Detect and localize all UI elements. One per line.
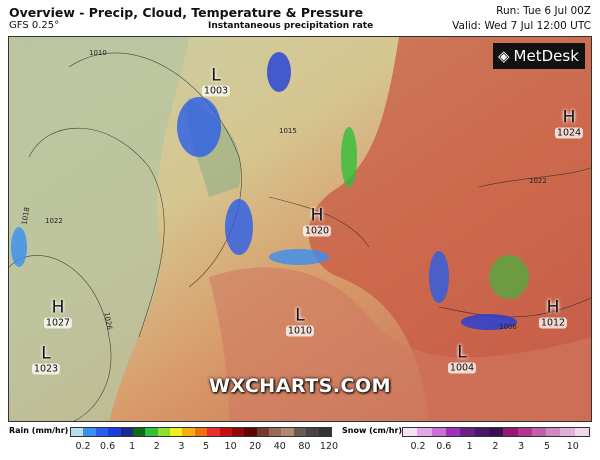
pressure-value: 1023 [31, 363, 61, 375]
logo-mark-icon: ◈ [498, 47, 510, 65]
metdesk-logo: ◈ MetDesk [493, 43, 585, 69]
colorbar-swatch [503, 428, 518, 436]
pressure-symbol: L [295, 305, 305, 326]
colorbar-swatch [517, 428, 532, 436]
high-pressure-center: H 1024 [554, 107, 584, 139]
colorbar-swatch [574, 428, 590, 436]
colorbar-swatch [71, 428, 84, 436]
pressure-symbol: H [562, 107, 576, 128]
legend-tick: 0.2 [410, 441, 426, 452]
colorbar-swatch [269, 428, 282, 436]
colorbar-swatch [108, 428, 121, 436]
chart-title: Overview - Precip, Cloud, Temperature & … [9, 5, 364, 20]
low-pressure-center: L 1004 [447, 342, 477, 374]
valid-time: Valid: Wed 7 Jul 12:00 UTC [452, 20, 591, 32]
pressure-value: 1010 [285, 325, 315, 337]
colorbar-swatch [170, 428, 183, 436]
colorbar-swatch [132, 428, 146, 436]
legend-tick: 2 [492, 441, 499, 452]
pressure-symbol: L [211, 65, 221, 86]
pressure-symbol: H [546, 297, 560, 318]
legend-tick: 10 [566, 441, 579, 452]
pressure-symbol: L [41, 343, 51, 364]
pressure-value: 1020 [302, 225, 332, 237]
colorbar-swatch [531, 428, 547, 436]
colorbar-swatch [219, 428, 232, 436]
colorbar-swatch [95, 428, 109, 436]
rain-colorbar [70, 427, 332, 437]
precip-areas [11, 52, 529, 330]
pressure-value: 1012 [538, 317, 568, 329]
legend-tick: 0.2 [75, 441, 91, 452]
high-pressure-center: H 1020 [302, 205, 332, 237]
pressure-value: 1024 [554, 127, 584, 139]
pressure-value: 1003 [201, 85, 231, 97]
colorbar-swatch [488, 428, 504, 436]
isobar-label: 1010 [89, 49, 107, 57]
high-pressure-center: H 1012 [538, 297, 568, 329]
isobar-label: 1022 [45, 217, 63, 225]
colorbar-swatch [157, 428, 170, 436]
high-pressure-center: H 1027 [43, 297, 73, 329]
colorbar-swatch [182, 428, 195, 436]
pressure-value: 1027 [43, 317, 73, 329]
colorbar-swatch [431, 428, 446, 436]
colorbar-swatch [318, 428, 331, 436]
colorbar-swatch [460, 428, 475, 436]
legend-tick: 3 [518, 441, 525, 452]
colorbar-swatch [83, 428, 96, 436]
legend-tick: 10 [224, 441, 237, 452]
colorbar-swatch [120, 428, 133, 436]
low-pressure-center: L 1010 [285, 305, 315, 337]
legend-tick: 1 [129, 441, 136, 452]
colorbar-swatch [281, 428, 294, 436]
colorbar-swatch [445, 428, 461, 436]
legend-tick: 5 [543, 441, 551, 452]
pressure-value: 1004 [447, 362, 477, 374]
colorbar-swatch [293, 428, 307, 436]
colorbar-swatch [546, 428, 561, 436]
legend-tick: 80 [298, 441, 311, 452]
legend-tick: 120 [319, 441, 339, 452]
snow-colorbar [402, 427, 590, 437]
pressure-symbol: H [51, 297, 65, 318]
colorbar-swatch [207, 428, 220, 436]
colorbar-swatch [194, 428, 208, 436]
legend-tick: 3 [178, 441, 185, 452]
low-pressure-center: L 1003 [201, 65, 231, 97]
weather-map[interactable]: ◈ MetDesk L 1003 H 1024 H 1020 H 1027 L 1010 L 1023 H… [8, 36, 592, 422]
colorbar-swatch [145, 428, 158, 436]
colorbar-swatch [474, 428, 489, 436]
run-time: Run: Tue 6 Jul 00Z [496, 5, 591, 17]
legend-tick: 2 [153, 441, 160, 452]
wxcharts-watermark: WXCHARTS.COM [208, 375, 392, 397]
colorbar-swatch [306, 428, 319, 436]
colorbar-swatch [403, 428, 418, 436]
snow-legend-label: Snow (cm/hr) [342, 426, 403, 435]
pressure-symbol: H [310, 205, 324, 226]
legend-tick: 20 [249, 441, 262, 452]
colorbar-swatch [256, 428, 269, 436]
colorbar-swatch [231, 428, 245, 436]
legend-tick: 1 [466, 441, 473, 452]
isobar-label: 1022 [529, 177, 547, 185]
rain-legend-label: Rain (mm/hr) [9, 426, 69, 435]
legend-tick: 0.6 [436, 441, 452, 452]
legend-tick: 40 [273, 441, 286, 452]
model-label: GFS 0.25° [9, 20, 60, 31]
isobar-label: 1006 [499, 323, 517, 331]
colorbar-swatch [560, 428, 575, 436]
colorbar-swatch [417, 428, 432, 436]
map-background [9, 37, 591, 421]
colorbar-swatch [244, 428, 257, 436]
isobar-label: 1015 [279, 127, 297, 135]
chart-subtitle: Instantaneous precipitation rate [208, 21, 374, 31]
legend-tick: 5 [202, 441, 210, 452]
legend-tick: 0.6 [100, 441, 116, 452]
pressure-symbol: L [457, 342, 467, 363]
low-pressure-center: L 1023 [31, 343, 61, 375]
